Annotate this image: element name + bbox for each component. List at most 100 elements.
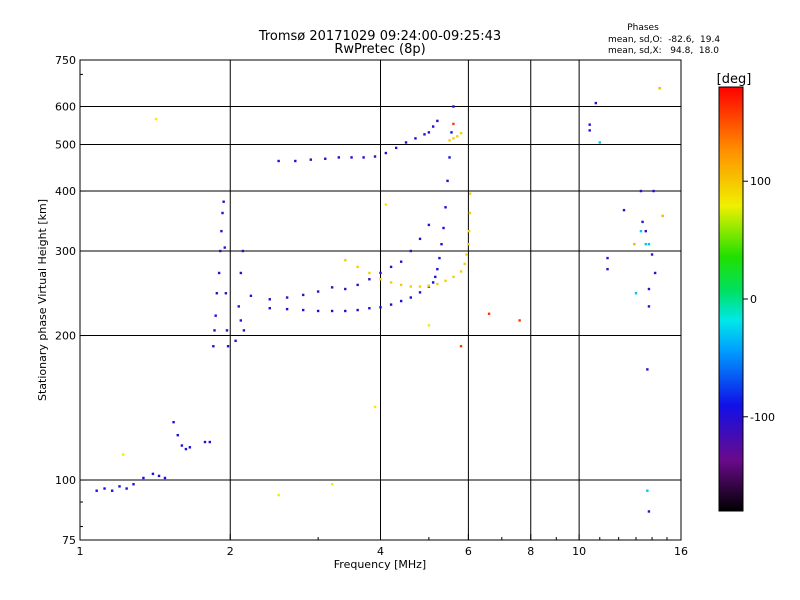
- data-point: [452, 137, 455, 140]
- data-point: [646, 489, 649, 492]
- data-point: [212, 345, 215, 348]
- colorbar-tick-label: -100: [750, 411, 775, 424]
- data-point: [309, 158, 312, 161]
- data-point: [301, 308, 305, 312]
- data-point: [350, 156, 353, 159]
- data-point: [409, 285, 412, 288]
- data-point: [239, 271, 243, 275]
- data-points: [95, 87, 664, 513]
- data-point: [427, 223, 431, 227]
- chart-title: Tromsø 20171029 09:24:00-09:25:43: [258, 29, 501, 44]
- data-point: [217, 271, 221, 275]
- chart-subtitle: RwPretec (8p): [334, 42, 425, 57]
- data-point: [344, 287, 347, 291]
- x-tick-label: 4: [377, 545, 384, 558]
- data-point: [622, 208, 626, 212]
- colorbar-ticks: 100 0 -100: [743, 175, 775, 424]
- x-tick-label: 16: [674, 545, 688, 558]
- data-point: [467, 242, 470, 246]
- series-group: [588, 101, 657, 513]
- data-point: [389, 265, 393, 269]
- data-point: [423, 133, 426, 136]
- data-point: [373, 155, 377, 158]
- data-point: [444, 206, 447, 209]
- data-point: [330, 483, 334, 486]
- data-point: [389, 281, 393, 284]
- data-point: [456, 135, 459, 138]
- data-point: [203, 440, 207, 444]
- series-group: [268, 105, 455, 313]
- data-point: [214, 314, 217, 317]
- data-point: [337, 156, 341, 159]
- data-point: [118, 485, 121, 488]
- y-tick-label: 500: [55, 139, 76, 152]
- data-point: [436, 119, 439, 123]
- data-point: [606, 256, 609, 260]
- data-point: [647, 242, 651, 246]
- data-point: [647, 287, 651, 291]
- data-point: [249, 294, 253, 297]
- data-point: [436, 282, 439, 286]
- series-group: [633, 87, 664, 246]
- data-point: [641, 220, 644, 224]
- data-point: [409, 296, 412, 299]
- data-point: [234, 339, 237, 343]
- colorbar-tick-label: 100: [750, 175, 771, 188]
- y-axis-label: Stationary phase Virtual Height [km]: [36, 199, 49, 401]
- data-point: [518, 319, 521, 322]
- x-tick-label: 1: [77, 545, 84, 558]
- data-point: [658, 87, 661, 90]
- data-point: [237, 305, 240, 308]
- data-point: [362, 156, 365, 159]
- data-point: [241, 249, 245, 253]
- data-point: [356, 308, 359, 312]
- series-group: [249, 223, 431, 301]
- data-point: [661, 214, 664, 218]
- data-point: [444, 279, 447, 283]
- data-point: [468, 211, 472, 215]
- y-tick-label: 300: [55, 245, 76, 258]
- data-point: [418, 285, 422, 288]
- data-point: [465, 253, 468, 256]
- data-point: [95, 489, 98, 492]
- y-axis: 75 100 200 300 400 500 600 750: [55, 54, 86, 547]
- data-point: [459, 345, 463, 348]
- data-point: [463, 262, 466, 266]
- grid-lines: [80, 60, 681, 540]
- data-point: [242, 329, 246, 332]
- data-point: [427, 284, 431, 287]
- data-point: [459, 131, 463, 135]
- data-point: [316, 290, 320, 293]
- data-point: [163, 476, 167, 480]
- data-point: [394, 146, 398, 150]
- data-point: [652, 189, 655, 193]
- colorbar-tick-label: 0: [750, 293, 757, 306]
- y-tick-label: 200: [55, 330, 76, 343]
- data-point: [188, 446, 192, 449]
- data-point: [379, 278, 382, 281]
- series-group: [452, 122, 521, 348]
- data-point: [633, 242, 636, 246]
- data-point: [418, 237, 422, 241]
- data-point: [180, 444, 184, 447]
- data-point: [285, 307, 289, 311]
- data-point: [226, 345, 230, 348]
- y-tick-label: 100: [55, 474, 76, 487]
- data-point: [157, 474, 161, 478]
- data-point: [647, 510, 651, 513]
- x-axis: 1 2 4 6 8 10 16: [77, 534, 688, 558]
- y-tick-label: 75: [62, 534, 76, 547]
- data-point: [646, 368, 649, 371]
- data-point: [399, 260, 403, 263]
- data-point: [487, 312, 491, 315]
- data-point: [316, 309, 320, 313]
- data-point: [224, 292, 228, 295]
- data-point: [431, 281, 435, 284]
- data-point: [647, 305, 651, 308]
- data-point: [324, 157, 327, 160]
- series-group: [448, 131, 463, 142]
- data-point: [221, 211, 224, 215]
- data-point: [356, 283, 359, 287]
- data-point: [446, 179, 449, 183]
